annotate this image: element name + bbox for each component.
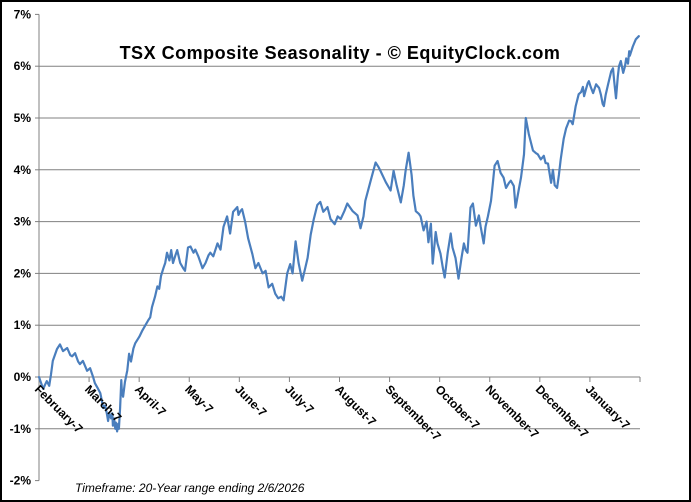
chart-title: TSX Composite Seasonality - © EquityCloc… xyxy=(120,43,561,63)
x-tick-label: March-7 xyxy=(82,382,125,425)
y-tick-label: -2% xyxy=(10,474,32,488)
x-tick-label: October-7 xyxy=(433,382,483,432)
axes-layer xyxy=(35,13,641,482)
y-tick-label: 0% xyxy=(14,370,32,384)
y-tick-label: 4% xyxy=(14,163,32,177)
series-layer xyxy=(37,35,640,433)
y-tick-label: 7% xyxy=(14,7,32,21)
x-tick-label: June-7 xyxy=(232,382,269,419)
x-tick-label: February-7 xyxy=(32,382,86,436)
seasonality-line xyxy=(37,35,640,433)
y-tick-label: 3% xyxy=(14,215,32,229)
gridlines-layer xyxy=(39,65,640,430)
x-tick-label: May-7 xyxy=(182,382,216,416)
y-tick-label: 5% xyxy=(14,111,32,125)
x-tick-label: August-7 xyxy=(332,382,379,429)
y-tick-label: 1% xyxy=(14,318,32,332)
timeframe-note: Timeframe: 20-Year range ending 2/6/2026 xyxy=(75,481,305,495)
y-tick-label: 6% xyxy=(14,59,32,73)
x-tick-label: July-7 xyxy=(282,382,317,417)
y-tick-label: -1% xyxy=(10,422,32,436)
x-tick-label: January-7 xyxy=(583,382,633,432)
x-tick-label: April-7 xyxy=(132,382,169,419)
y-tick-label: 2% xyxy=(14,266,32,280)
